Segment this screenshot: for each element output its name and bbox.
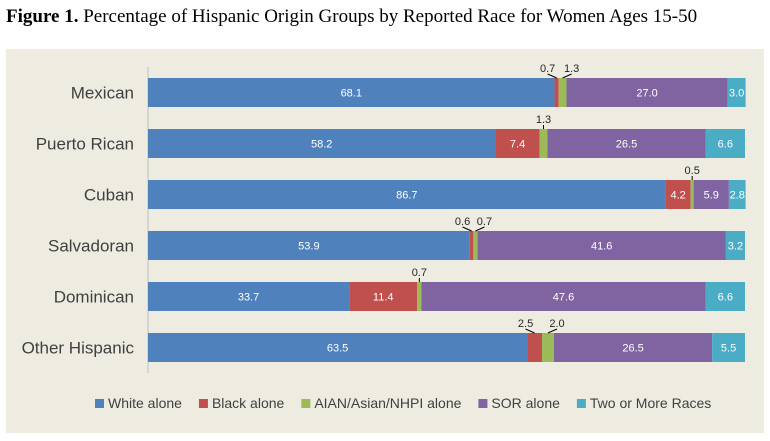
category-label: Other Hispanic (22, 339, 135, 358)
legend-swatch (198, 399, 208, 408)
bar-segment (421, 282, 706, 311)
leader-line (525, 328, 535, 334)
bar-segment (148, 333, 528, 362)
bar-segment (693, 180, 729, 209)
bar-segment (148, 78, 555, 107)
leader-line (462, 226, 472, 232)
bar-segment (727, 78, 746, 107)
bar-segment (349, 282, 418, 311)
legend-label: SOR alone (491, 395, 560, 411)
data-label: 11.4 (373, 292, 394, 304)
data-label: 33.7 (238, 292, 259, 304)
legend-label: Two or More Races (590, 395, 711, 411)
data-label: 0.7 (477, 216, 492, 228)
category-label: Salvadoran (48, 237, 134, 256)
data-label: 1.3 (536, 114, 551, 126)
data-label: 0.7 (540, 63, 555, 75)
data-label: 86.7 (396, 190, 417, 202)
figure-title-text: Percentage of Hispanic Origin Groups by … (83, 6, 698, 27)
bar-segment (473, 231, 478, 260)
data-label: 2.0 (549, 318, 564, 330)
bar-segment (148, 180, 666, 209)
data-label: 63.5 (327, 343, 348, 355)
data-label: 41.6 (591, 241, 612, 253)
data-label: 0.5 (685, 165, 700, 177)
bar-segment (148, 231, 470, 260)
data-label: 7.4 (510, 139, 525, 151)
bar-segment (705, 282, 745, 311)
bar-segment (542, 333, 554, 362)
bar-segment (665, 180, 691, 209)
bar-segment (705, 129, 745, 158)
category-label: Cuban (84, 186, 134, 205)
bar-segment (148, 282, 350, 311)
data-label: 4.2 (670, 190, 685, 202)
leader-line (475, 226, 485, 232)
category-label: Dominican (54, 288, 134, 307)
data-label: 0.7 (412, 267, 427, 279)
bar-segment (417, 282, 422, 311)
bar-segment (553, 333, 713, 362)
data-label: 3.0 (729, 88, 744, 100)
figure-number: Figure 1. (6, 6, 79, 27)
data-label: 5.9 (704, 190, 719, 202)
bar-segment (477, 231, 726, 260)
data-label: 2.5 (518, 318, 533, 330)
data-label: 1.3 (564, 63, 579, 75)
data-label: 58.2 (311, 139, 332, 151)
legend-label: AIAN/Asian/NHPI alone (314, 395, 461, 411)
legend-swatch (576, 399, 586, 408)
data-label: 26.5 (616, 139, 637, 151)
bar-segment (728, 180, 746, 209)
bar-segment (712, 333, 745, 362)
data-label: 6.6 (718, 139, 733, 151)
data-label: 0.6 (455, 216, 470, 228)
bar-segment (547, 129, 706, 158)
bar-segment (690, 180, 694, 209)
data-label: 5.5 (721, 343, 736, 355)
data-label: 47.6 (553, 292, 574, 304)
bar-segment (469, 231, 474, 260)
data-label: 26.5 (622, 343, 643, 355)
leader-line (562, 73, 572, 79)
bar-segment (495, 129, 540, 158)
bar-segment (527, 333, 543, 362)
bar-segment (566, 78, 728, 107)
category-label: Puerto Rican (36, 135, 134, 154)
legend-label: Black alone (212, 395, 285, 411)
bar-segment (554, 78, 559, 107)
data-label: 53.9 (298, 241, 319, 253)
legend-swatch (478, 399, 488, 408)
legend-swatch (95, 399, 104, 408)
data-label: 2.8 (730, 190, 745, 202)
leader-line (547, 73, 557, 79)
bar-segment (539, 129, 548, 158)
category-label: Mexican (71, 84, 134, 103)
data-label: 68.1 (341, 88, 362, 100)
leader-line (547, 328, 558, 334)
legend-label: White alone (108, 395, 182, 411)
data-label: 27.0 (636, 88, 657, 100)
data-label: 6.6 (718, 292, 733, 304)
legend-swatch (301, 399, 311, 408)
bar-segment (148, 129, 496, 158)
data-label: 3.2 (728, 241, 743, 253)
bar-segment (558, 78, 567, 107)
bar-segment (725, 231, 745, 260)
chart-title: Figure 1. Percentage of Hispanic Origin … (6, 6, 697, 28)
